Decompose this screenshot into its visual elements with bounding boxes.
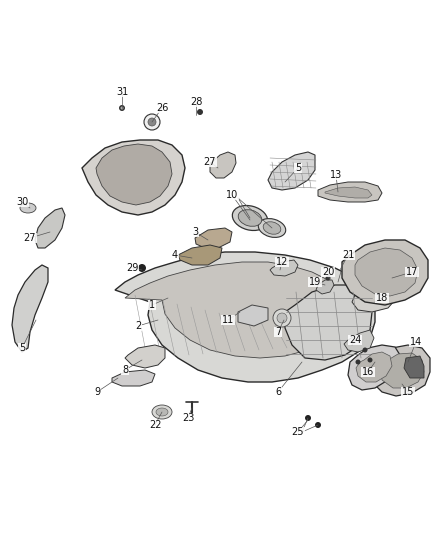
Text: 22: 22 xyxy=(149,420,161,430)
Polygon shape xyxy=(125,262,346,358)
Polygon shape xyxy=(380,353,424,388)
Text: 7: 7 xyxy=(275,327,281,337)
Circle shape xyxy=(367,358,372,362)
Polygon shape xyxy=(348,345,400,390)
Circle shape xyxy=(363,348,367,352)
Polygon shape xyxy=(325,187,372,198)
Circle shape xyxy=(277,313,287,323)
Polygon shape xyxy=(342,240,428,305)
Text: 23: 23 xyxy=(182,413,194,423)
Text: 31: 31 xyxy=(116,87,128,97)
Text: 20: 20 xyxy=(322,267,334,277)
Text: 30: 30 xyxy=(16,197,28,207)
Circle shape xyxy=(148,118,156,126)
Text: 1: 1 xyxy=(149,300,155,310)
Text: 12: 12 xyxy=(276,257,288,267)
Text: 9: 9 xyxy=(94,387,100,397)
Polygon shape xyxy=(404,356,424,378)
Polygon shape xyxy=(270,260,298,276)
Polygon shape xyxy=(178,245,222,265)
Polygon shape xyxy=(370,345,430,396)
Circle shape xyxy=(305,415,311,421)
Polygon shape xyxy=(96,144,172,205)
Circle shape xyxy=(120,107,124,109)
Polygon shape xyxy=(195,228,232,248)
Text: 28: 28 xyxy=(190,97,202,107)
Text: 17: 17 xyxy=(406,267,418,277)
Text: 19: 19 xyxy=(309,277,321,287)
Ellipse shape xyxy=(232,206,268,230)
Text: 4: 4 xyxy=(172,250,178,260)
Text: 29: 29 xyxy=(126,263,138,273)
Circle shape xyxy=(138,264,146,272)
Text: 5: 5 xyxy=(19,343,25,353)
Ellipse shape xyxy=(156,408,168,416)
Text: 27: 27 xyxy=(24,233,36,243)
Text: 14: 14 xyxy=(410,337,422,347)
Polygon shape xyxy=(82,140,185,215)
Circle shape xyxy=(144,114,160,130)
Polygon shape xyxy=(285,285,372,360)
Circle shape xyxy=(356,359,360,365)
Text: 21: 21 xyxy=(342,250,354,260)
Polygon shape xyxy=(344,330,374,352)
Ellipse shape xyxy=(238,209,262,227)
Circle shape xyxy=(197,109,203,115)
Text: 8: 8 xyxy=(122,365,128,375)
Polygon shape xyxy=(318,182,382,202)
Polygon shape xyxy=(356,352,392,382)
Text: 11: 11 xyxy=(222,315,234,325)
Text: 5: 5 xyxy=(295,163,301,173)
Ellipse shape xyxy=(20,203,36,213)
Text: 13: 13 xyxy=(330,170,342,180)
Polygon shape xyxy=(125,345,165,368)
Circle shape xyxy=(325,276,331,280)
Circle shape xyxy=(119,105,125,111)
Text: 10: 10 xyxy=(226,190,238,200)
Polygon shape xyxy=(210,152,236,178)
Text: 25: 25 xyxy=(292,427,304,437)
Ellipse shape xyxy=(258,219,286,237)
Text: 16: 16 xyxy=(362,367,374,377)
Polygon shape xyxy=(355,248,418,296)
Text: 18: 18 xyxy=(376,293,388,303)
Polygon shape xyxy=(268,152,315,190)
Polygon shape xyxy=(115,252,375,382)
Polygon shape xyxy=(112,370,155,386)
Polygon shape xyxy=(316,280,334,294)
Polygon shape xyxy=(12,265,48,352)
Text: 26: 26 xyxy=(156,103,168,113)
Polygon shape xyxy=(238,305,268,326)
Circle shape xyxy=(315,422,321,428)
Text: 15: 15 xyxy=(402,387,414,397)
Text: 3: 3 xyxy=(192,227,198,237)
Ellipse shape xyxy=(152,405,172,419)
Circle shape xyxy=(273,309,291,327)
Ellipse shape xyxy=(263,222,281,234)
Text: 24: 24 xyxy=(349,335,361,345)
Text: 27: 27 xyxy=(204,157,216,167)
Text: 6: 6 xyxy=(275,387,281,397)
Polygon shape xyxy=(352,285,395,312)
Polygon shape xyxy=(35,208,65,248)
Text: 2: 2 xyxy=(135,321,141,331)
